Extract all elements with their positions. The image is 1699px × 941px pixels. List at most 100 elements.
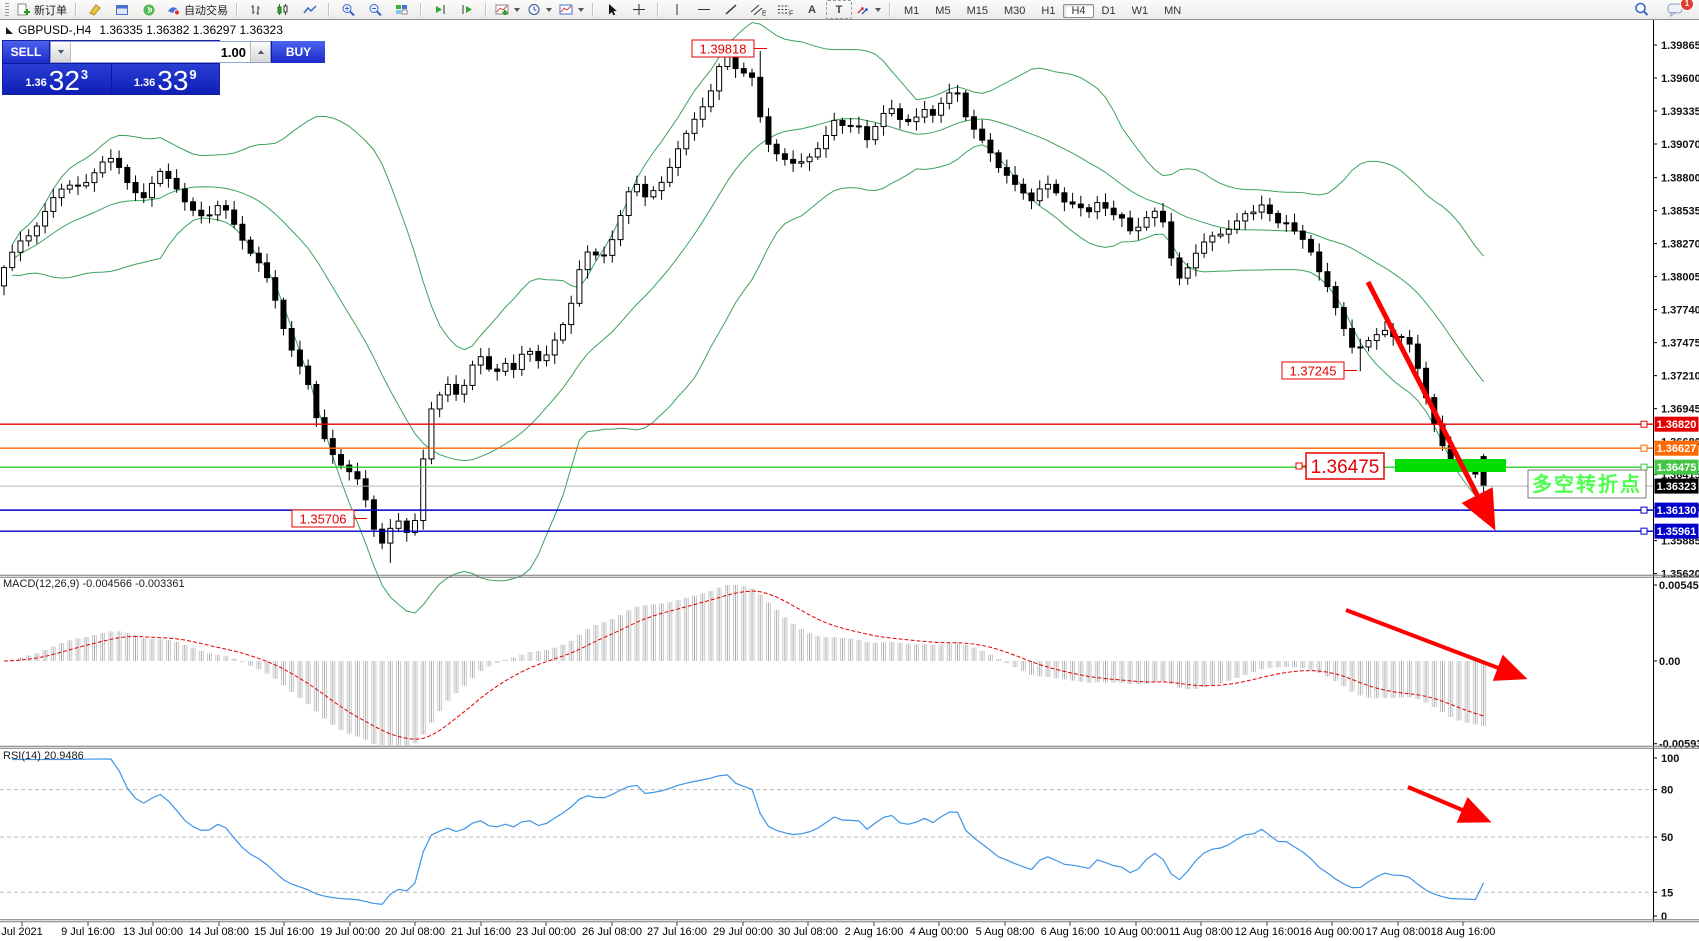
window-icon [116,5,128,15]
svg-text:2 Aug 16:00: 2 Aug 16:00 [845,926,904,938]
svg-text:E: E [762,11,766,17]
arrows-tool-button[interactable] [853,0,884,19]
timeframe-MN[interactable]: MN [1164,4,1182,17]
timeframe-M30[interactable]: M30 [1003,4,1026,17]
buy-button[interactable]: BUY [271,41,325,63]
alerts-button[interactable] [136,0,162,19]
horizontal-line-icon [698,9,710,10]
chart-shift-button[interactable] [454,0,480,19]
zoom-in-button[interactable] [335,0,361,19]
periods-button[interactable] [524,0,555,19]
horizontal-line-tool-button[interactable] [691,0,717,19]
indicators-button[interactable] [492,0,523,19]
autotrading-icon [168,7,181,16]
cursor-tool-button[interactable] [599,0,625,19]
trend-arrow[interactable] [1407,785,1492,823]
volume-input[interactable] [71,42,250,62]
timeframe-H1[interactable]: H1 [1041,4,1056,17]
pane-separators[interactable] [0,574,1699,923]
buy-price-tile[interactable]: 1.36 33 9 [112,64,220,95]
text-label-tool-button[interactable]: T [826,0,852,19]
search-icon [1635,2,1649,16]
timeframe-M15[interactable]: M15 [966,4,988,17]
line-chart-button[interactable] [297,0,323,19]
arrows-tool-icon [857,7,868,15]
new-order-button[interactable]: 新订单 [14,0,70,19]
zoom-out-button[interactable] [362,0,388,19]
timeframe-H4[interactable]: H4 [1063,3,1094,18]
toolbar-separator [592,2,594,17]
macd-name: MACD(12,26,9) [3,578,80,590]
svg-text:11 Aug 08:00: 11 Aug 08:00 [1169,926,1233,938]
volume-increase-button[interactable] [250,42,270,62]
bollinger-bands [11,21,1485,614]
rsi-name: RSI(14) [3,750,41,762]
svg-text:1.38005: 1.38005 [1661,272,1699,284]
price-label-annotation[interactable]: 1.37245 [1281,361,1357,380]
svg-text:19 Jul 00:00: 19 Jul 00:00 [320,926,380,938]
search-button[interactable] [1629,0,1655,19]
timeframe-D1[interactable]: D1 [1101,4,1116,17]
svg-text:1.38800: 1.38800 [1661,173,1699,185]
price-label-annotation[interactable]: 1.36475 [1295,452,1385,480]
svg-text:1.35620: 1.35620 [1661,569,1699,581]
price-label-annotation[interactable]: 1.35706 [291,509,367,528]
tile-windows-icon [396,5,408,15]
trendline-tool-button[interactable] [718,0,744,19]
channel-icon: E [750,4,766,17]
trend-arrow[interactable] [1365,280,1496,531]
toolbar-grip[interactable] [5,3,9,16]
vertical-line-tool-button[interactable] [664,0,690,19]
pivot-highlight-rect[interactable] [1395,459,1506,472]
channel-tool-button[interactable]: E [745,0,771,19]
bar-chart-button[interactable] [243,0,269,19]
svg-text:1.37740: 1.37740 [1661,305,1699,317]
line-chart-icon [303,5,317,14]
timeframe-W1[interactable]: W1 [1131,4,1149,17]
sell-button[interactable]: SELL [3,41,50,63]
toolbar-separator [75,2,77,17]
trend-arrow[interactable] [1345,608,1528,681]
svg-text:0.005455: 0.005455 [1659,580,1699,592]
svg-text:50: 50 [1661,832,1673,844]
toolbar-separator [889,2,891,17]
svg-text:1.39335: 1.39335 [1661,106,1699,118]
price-label-annotation[interactable]: 1.39818 [691,39,767,58]
text-tool-button[interactable]: A [808,3,816,16]
rsi-label: RSI(14) 20.9486 [3,750,84,762]
templates-button[interactable] [556,0,587,19]
fibonacci-tool-button[interactable]: F [772,0,798,19]
data-window-button[interactable] [109,0,135,19]
timeframe-M1[interactable]: M1 [904,4,920,17]
new-order-label: 新订单 [34,4,67,17]
svg-text:-0.005938: -0.005938 [1659,739,1699,751]
notification-badge: 1 [1680,0,1694,11]
main-toolbar: 新订单 自动交易 [0,0,1699,20]
notifications-button[interactable]: 1 [1663,0,1694,19]
auto-scroll-button[interactable] [427,0,453,19]
svg-text:100: 100 [1661,753,1679,765]
price-axis-badge: 1.36475 [1654,459,1699,475]
horizontal-lines[interactable] [0,420,1653,535]
zoom-out-icon [369,4,382,16]
svg-text:1.36323: 1.36323 [1657,481,1697,493]
autotrading-button[interactable]: 自动交易 [163,0,231,19]
svg-text:18 Aug 16:00: 18 Aug 16:00 [1431,926,1496,938]
bar-chart-icon [251,5,260,15]
time-axis[interactable]: Jul 2021 9 Jul 16:00 13 Jul 00:00 14 Jul 08… [1,922,1495,938]
tile-windows-button[interactable] [389,0,415,19]
svg-text:1.36475: 1.36475 [1311,457,1380,478]
sell-price-tile[interactable]: 1.36 32 3 [3,64,112,95]
new-order-icon [17,3,30,16]
svg-text:15 Jul 16:00: 15 Jul 16:00 [254,926,314,938]
crosshair-tool-button[interactable] [626,0,652,19]
volume-decrease-button[interactable] [51,42,71,62]
toolbar-separator [420,2,422,17]
timeframe-M5[interactable]: M5 [935,4,951,17]
price-axis-badge: 1.36323 [1654,478,1699,494]
svg-text:1.37210: 1.37210 [1661,371,1699,383]
highlight-tool-button[interactable] [82,0,108,19]
candle-chart-button[interactable] [270,0,296,19]
pivot-note[interactable]: 多空转折点 [1527,469,1647,499]
